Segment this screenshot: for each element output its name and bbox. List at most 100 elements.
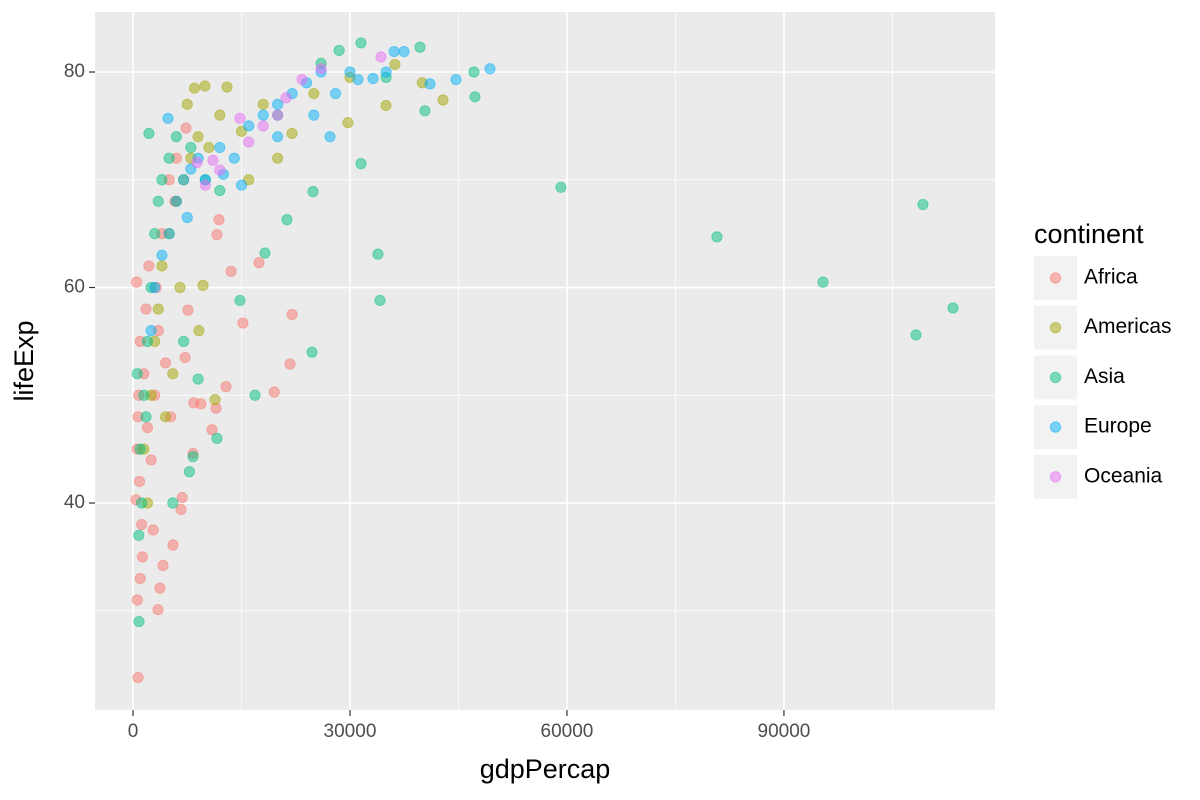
point: [281, 214, 293, 226]
point: [163, 152, 175, 164]
point: [192, 131, 204, 143]
point: [243, 120, 255, 132]
x-axis-title: gdpPercap: [480, 754, 611, 784]
point: [424, 78, 436, 90]
point: [220, 381, 232, 393]
legend-title: continent: [1034, 219, 1144, 249]
point: [152, 195, 164, 207]
point: [192, 373, 204, 385]
point: [259, 247, 271, 259]
point: [352, 73, 364, 86]
point: [159, 411, 172, 423]
legend-marker: [1049, 421, 1062, 433]
point: [131, 594, 143, 606]
legend-marker: [1049, 471, 1062, 483]
point: [237, 317, 249, 329]
point: [181, 211, 193, 224]
y-tick-label: 40: [64, 492, 85, 513]
point: [193, 325, 205, 337]
point: [374, 294, 386, 307]
point: [141, 335, 154, 347]
point: [131, 276, 143, 288]
point: [149, 228, 161, 240]
point: [315, 63, 327, 75]
point: [414, 41, 426, 53]
grid: [95, 12, 995, 710]
point: [134, 572, 146, 585]
point: [372, 248, 384, 260]
point: [163, 228, 175, 240]
point: [342, 117, 354, 129]
point: [253, 257, 265, 269]
point: [296, 73, 308, 86]
point: [284, 358, 296, 370]
y-axis-title: lifeExp: [9, 320, 39, 401]
axes: 0 30000 60000 90000 40 60 80: [64, 61, 811, 742]
point: [145, 325, 157, 337]
point: [257, 120, 269, 132]
point: [170, 131, 182, 143]
point: [329, 87, 342, 100]
point: [272, 131, 284, 143]
point: [308, 109, 320, 121]
point: [140, 411, 152, 423]
x-tick-label: 90000: [758, 721, 811, 742]
point: [157, 559, 169, 572]
point: [367, 72, 379, 85]
point: [152, 303, 164, 315]
point: [484, 63, 496, 75]
y-tick-label: 60: [64, 277, 85, 298]
point: [207, 154, 219, 166]
point: [183, 466, 196, 478]
point: [286, 308, 298, 321]
point: [140, 303, 152, 315]
point: [235, 179, 248, 191]
point: [286, 127, 298, 140]
point: [272, 109, 284, 121]
point: [143, 127, 155, 140]
points: [130, 37, 959, 684]
point: [468, 66, 480, 78]
point: [917, 198, 929, 211]
point: [199, 80, 211, 92]
point: [228, 152, 240, 164]
point: [225, 265, 237, 277]
point: [185, 141, 197, 154]
point: [555, 181, 567, 193]
point: [214, 109, 226, 121]
point: [380, 99, 392, 112]
point: [214, 184, 226, 197]
point: [178, 335, 190, 347]
legend-label: Americas: [1084, 315, 1172, 338]
point: [308, 87, 320, 100]
point: [143, 260, 155, 272]
point: [817, 276, 829, 288]
point: [307, 186, 319, 198]
point: [711, 231, 723, 243]
legend-marker: [1049, 272, 1062, 284]
point: [209, 393, 221, 406]
point: [179, 351, 191, 364]
point: [280, 92, 292, 104]
point: [221, 81, 233, 93]
point: [234, 112, 246, 124]
legend-label: Africa: [1084, 266, 1138, 289]
panel: [95, 12, 995, 710]
point: [156, 174, 168, 186]
point: [324, 131, 336, 143]
point: [197, 279, 209, 291]
point: [195, 398, 207, 410]
legend-label: Europe: [1084, 415, 1152, 438]
point: [159, 357, 172, 369]
point: [206, 424, 218, 436]
point: [170, 195, 182, 207]
point: [154, 582, 166, 594]
point: [136, 551, 149, 563]
point: [176, 492, 188, 504]
point: [234, 294, 246, 307]
point: [141, 421, 154, 434]
point: [156, 249, 168, 261]
point: [167, 539, 179, 551]
point: [214, 141, 226, 154]
